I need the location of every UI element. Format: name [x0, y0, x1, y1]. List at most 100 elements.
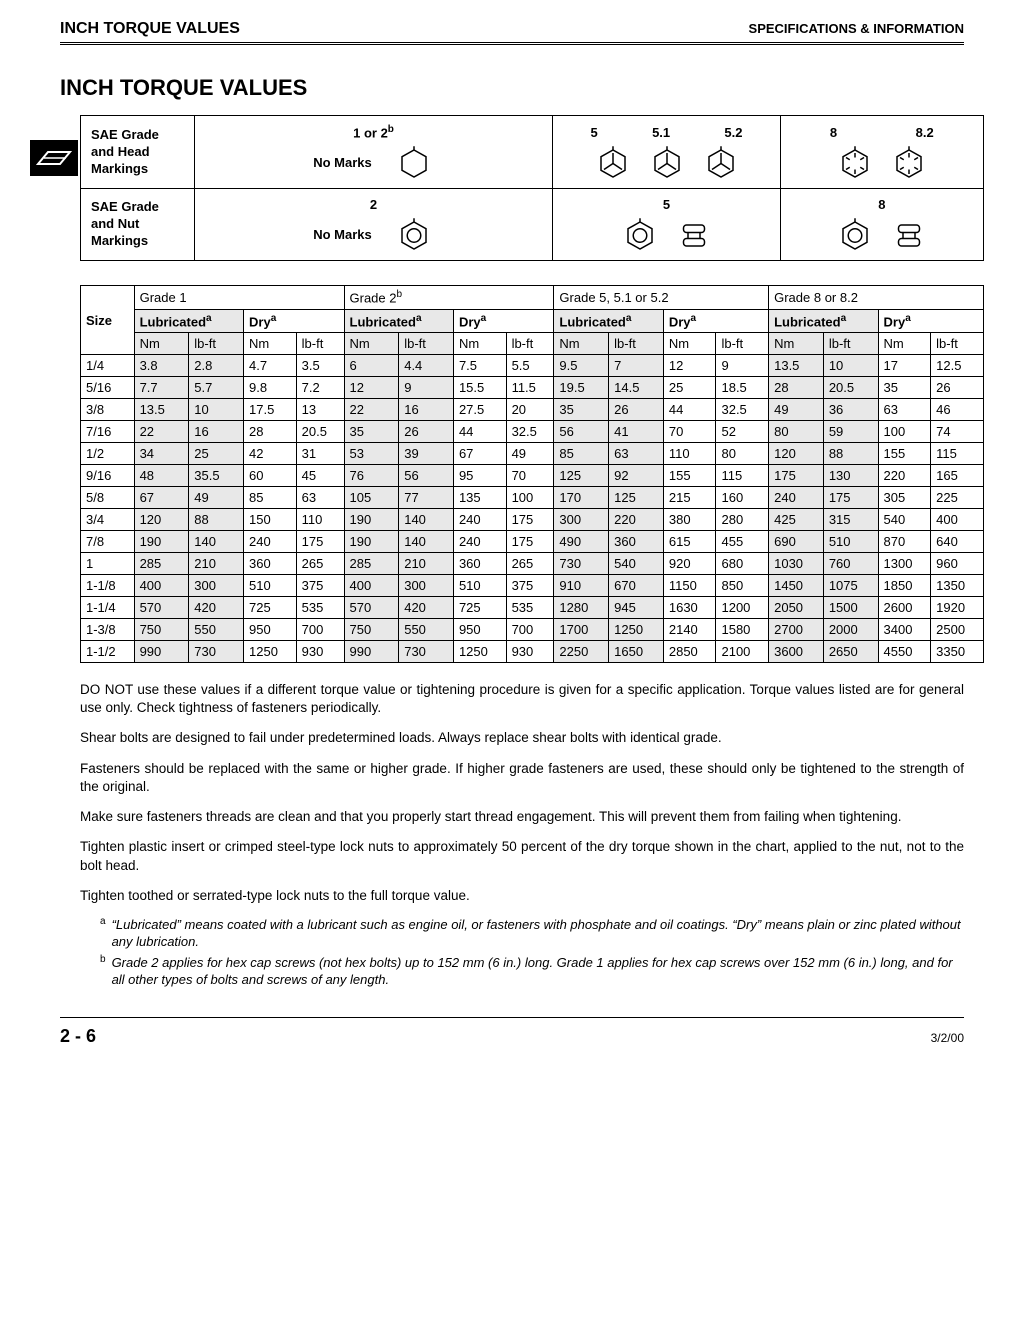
value-cell: 360: [453, 552, 506, 574]
value-cell: 730: [554, 552, 609, 574]
value-cell: 18.5: [716, 376, 769, 398]
value-cell: 490: [554, 530, 609, 552]
size-cell: 1-1/2: [81, 640, 135, 662]
value-cell: 140: [399, 530, 454, 552]
size-cell: 1-3/8: [81, 618, 135, 640]
value-cell: 950: [244, 618, 297, 640]
value-cell: 300: [399, 574, 454, 596]
value-cell: 67: [453, 442, 506, 464]
value-cell: 3350: [931, 640, 984, 662]
hex-nut-grade8-icon: [835, 216, 875, 252]
value-cell: 375: [296, 574, 344, 596]
value-cell: 6: [344, 354, 399, 376]
unit-nm: Nm: [769, 332, 824, 354]
value-cell: 16: [189, 420, 244, 442]
value-cell: 550: [189, 618, 244, 640]
value-cell: 215: [663, 486, 716, 508]
unit-lbft: lb-ft: [609, 332, 664, 354]
value-cell: 175: [296, 530, 344, 552]
value-cell: 70: [663, 420, 716, 442]
value-cell: 3.5: [296, 354, 344, 376]
note-text: Make sure fasteners threads are clean an…: [80, 808, 964, 826]
value-cell: 920: [663, 552, 716, 574]
value-cell: 9: [716, 354, 769, 376]
size-cell: 5/16: [81, 376, 135, 398]
value-cell: 725: [453, 596, 506, 618]
dry-header: Drya: [453, 309, 553, 332]
value-cell: 1075: [823, 574, 878, 596]
dry-header: Drya: [878, 309, 983, 332]
value-cell: 455: [716, 530, 769, 552]
value-cell: 3600: [769, 640, 824, 662]
note-text: Tighten plastic insert or crimped steel-…: [80, 838, 964, 874]
value-cell: 315: [823, 508, 878, 530]
size-cell: 3/4: [81, 508, 135, 530]
value-cell: 56: [399, 464, 454, 486]
value-cell: 25: [189, 442, 244, 464]
value-cell: 32.5: [716, 398, 769, 420]
value-cell: 49: [189, 486, 244, 508]
value-cell: 7.5: [453, 354, 506, 376]
markings-reference-table: SAE Grade and Head Markings 1 or 2b No M…: [80, 115, 984, 261]
table-row: 7/81901402401751901402401754903606154556…: [81, 530, 984, 552]
value-cell: 2500: [931, 618, 984, 640]
value-cell: 210: [189, 552, 244, 574]
table-row: 1-3/875055095070075055095070017001250214…: [81, 618, 984, 640]
unit-nm: Nm: [344, 332, 399, 354]
value-cell: 17: [878, 354, 931, 376]
value-cell: 670: [609, 574, 664, 596]
value-cell: 1030: [769, 552, 824, 574]
value-cell: 210: [399, 552, 454, 574]
value-cell: 63: [609, 442, 664, 464]
value-cell: 19.5: [554, 376, 609, 398]
value-cell: 4.7: [244, 354, 297, 376]
value-cell: 1700: [554, 618, 609, 640]
value-cell: 85: [244, 486, 297, 508]
table-row: 5/167.75.79.87.212915.511.519.514.52518.…: [81, 376, 984, 398]
unit-lbft: lb-ft: [506, 332, 554, 354]
value-cell: 510: [823, 530, 878, 552]
value-cell: 12: [344, 376, 399, 398]
value-cell: 540: [609, 552, 664, 574]
value-cell: 28: [244, 420, 297, 442]
value-cell: 74: [931, 420, 984, 442]
unit-lbft: lb-ft: [931, 332, 984, 354]
value-cell: 59: [823, 420, 878, 442]
value-cell: 77: [399, 486, 454, 508]
value-cell: 88: [189, 508, 244, 530]
value-cell: 45: [296, 464, 344, 486]
hex-nut-plain-icon: [394, 216, 434, 252]
value-cell: 32.5: [506, 420, 554, 442]
value-cell: 400: [134, 574, 189, 596]
value-cell: 950: [453, 618, 506, 640]
value-cell: 52: [716, 420, 769, 442]
notes-section: DO NOT use these values if a different t…: [80, 681, 964, 905]
value-cell: 990: [344, 640, 399, 662]
hex-bolt-grade51-icon: [647, 144, 687, 180]
value-cell: 2.8: [189, 354, 244, 376]
value-cell: 190: [344, 508, 399, 530]
value-cell: 750: [134, 618, 189, 640]
value-cell: 300: [189, 574, 244, 596]
value-cell: 80: [769, 420, 824, 442]
value-cell: 2100: [716, 640, 769, 662]
value-cell: 535: [506, 596, 554, 618]
value-cell: 700: [506, 618, 554, 640]
table-row: 7/1622162820.535264432.55641705280591007…: [81, 420, 984, 442]
value-cell: 100: [878, 420, 931, 442]
value-cell: 730: [399, 640, 454, 662]
value-cell: 20.5: [823, 376, 878, 398]
value-cell: 105: [344, 486, 399, 508]
unit-lbft: lb-ft: [296, 332, 344, 354]
value-cell: 550: [399, 618, 454, 640]
value-cell: 640: [931, 530, 984, 552]
value-cell: 115: [716, 464, 769, 486]
value-cell: 35: [878, 376, 931, 398]
value-cell: 26: [399, 420, 454, 442]
value-cell: 67: [134, 486, 189, 508]
size-cell: 3/8: [81, 398, 135, 420]
value-cell: 1250: [453, 640, 506, 662]
value-cell: 120: [769, 442, 824, 464]
value-cell: 305: [878, 486, 931, 508]
value-cell: 140: [399, 508, 454, 530]
